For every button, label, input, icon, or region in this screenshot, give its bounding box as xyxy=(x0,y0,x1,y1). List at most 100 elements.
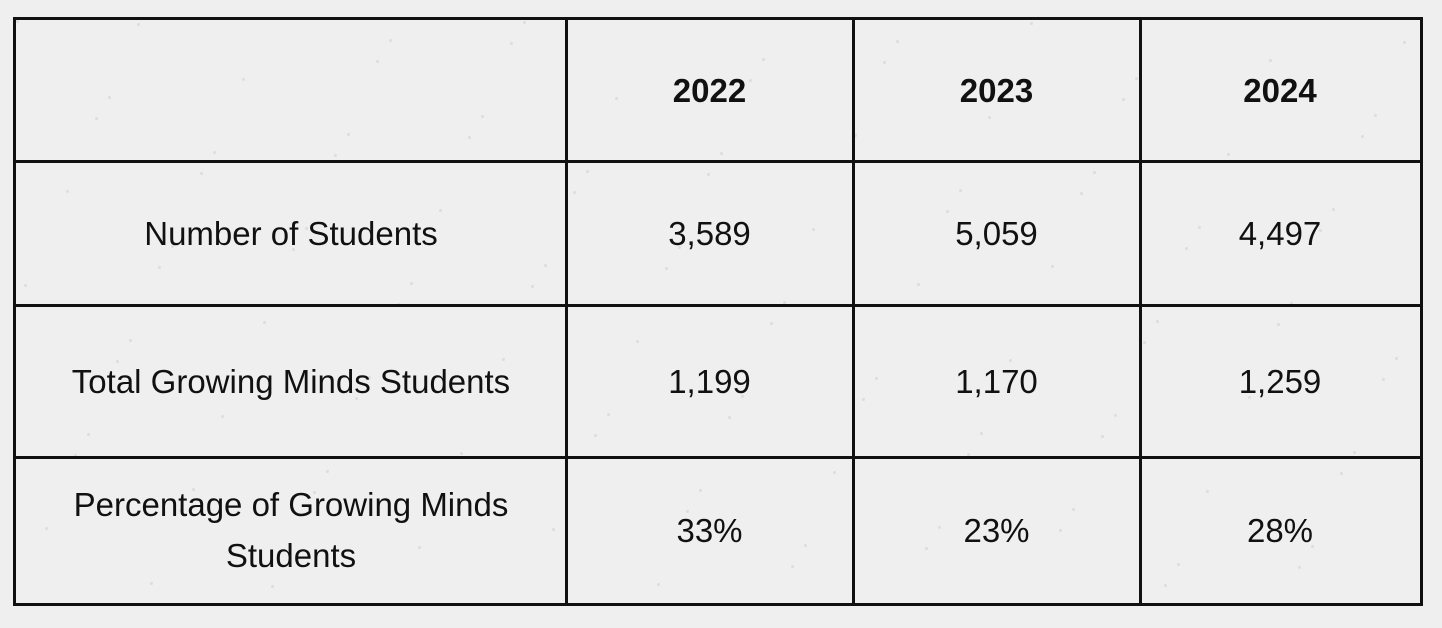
table-cell: 1,199 xyxy=(668,362,751,400)
speck xyxy=(967,453,970,456)
speck xyxy=(1101,435,1104,438)
speck xyxy=(74,454,77,457)
table-cell: 4,497 xyxy=(1238,214,1322,252)
speck xyxy=(347,133,350,136)
speck xyxy=(1156,320,1159,323)
speck xyxy=(615,97,618,100)
speck xyxy=(1248,396,1251,399)
speck xyxy=(368,376,371,379)
speck xyxy=(862,398,865,401)
speck xyxy=(988,116,991,119)
speck xyxy=(334,154,337,157)
speck xyxy=(158,266,161,269)
speck xyxy=(728,416,731,419)
speck xyxy=(594,434,597,437)
table-cell: 3,589 xyxy=(668,214,751,252)
speck xyxy=(1135,77,1138,80)
speck xyxy=(804,544,807,547)
speck xyxy=(544,264,547,267)
speck xyxy=(150,582,153,585)
speck xyxy=(1114,414,1117,417)
speck xyxy=(896,40,899,43)
speck xyxy=(1030,22,1033,25)
speck xyxy=(45,527,48,530)
speck xyxy=(510,42,513,45)
speck xyxy=(271,585,274,588)
speck xyxy=(116,360,119,363)
speck xyxy=(1277,323,1280,326)
speck xyxy=(665,267,668,270)
table-cell: 1,170 xyxy=(955,362,1038,400)
speck xyxy=(192,488,195,491)
row-label: Number of Students xyxy=(144,214,438,252)
speck xyxy=(1361,135,1364,138)
speck xyxy=(1353,451,1356,454)
table-cell: 33% xyxy=(676,511,743,549)
speck xyxy=(770,322,773,325)
speck xyxy=(468,136,471,139)
speck xyxy=(636,340,639,343)
speck xyxy=(326,470,329,473)
speck xyxy=(1319,229,1322,232)
speck xyxy=(1001,95,1004,98)
speck xyxy=(16,20,19,23)
speck xyxy=(439,209,442,212)
column-divider xyxy=(852,20,855,603)
row-divider xyxy=(16,304,1420,307)
speck xyxy=(376,60,379,63)
row-divider xyxy=(16,456,1420,459)
table-cell: 5,059 xyxy=(955,214,1038,252)
speck xyxy=(87,433,90,436)
speck xyxy=(284,564,287,567)
speck xyxy=(531,285,534,288)
speck xyxy=(1093,171,1096,174)
speck xyxy=(980,432,983,435)
speck xyxy=(1340,472,1343,475)
speck xyxy=(833,471,836,474)
speck xyxy=(925,547,928,550)
speck xyxy=(1122,98,1125,101)
speck xyxy=(741,395,744,398)
speck xyxy=(783,301,786,304)
speck xyxy=(1206,490,1209,493)
speck xyxy=(1164,584,1167,587)
speck xyxy=(171,245,174,248)
speck xyxy=(699,489,702,492)
speck xyxy=(410,282,413,285)
speck xyxy=(812,228,815,231)
speck xyxy=(875,377,878,380)
speck xyxy=(1080,192,1083,195)
row-label: Total Growing Minds Students xyxy=(71,362,511,400)
speck xyxy=(791,565,794,568)
speck xyxy=(460,452,463,455)
speck xyxy=(108,96,111,99)
speck xyxy=(946,210,949,213)
speck xyxy=(1059,529,1062,532)
table-cell: 1,259 xyxy=(1238,362,1322,400)
speck xyxy=(720,152,723,155)
speck xyxy=(1374,114,1377,117)
column-divider xyxy=(1139,20,1142,603)
speck xyxy=(762,58,765,61)
column-divider xyxy=(565,20,568,603)
speck xyxy=(305,227,308,230)
speck xyxy=(1185,247,1188,250)
speck xyxy=(1269,59,1272,62)
speck xyxy=(959,189,962,192)
speck xyxy=(707,173,710,176)
speck xyxy=(213,151,216,154)
speck xyxy=(686,510,689,513)
speck xyxy=(200,172,203,175)
row-label: Percentage of Growing Minds Students xyxy=(73,486,509,574)
column-header: 2024 xyxy=(1243,72,1317,109)
speck xyxy=(179,509,182,512)
speck xyxy=(221,415,224,418)
speck xyxy=(552,528,555,531)
speck xyxy=(1227,153,1230,156)
speck xyxy=(355,397,358,400)
speck xyxy=(292,248,295,251)
speck xyxy=(1009,359,1012,362)
speck xyxy=(607,413,610,416)
speck xyxy=(1311,545,1314,548)
